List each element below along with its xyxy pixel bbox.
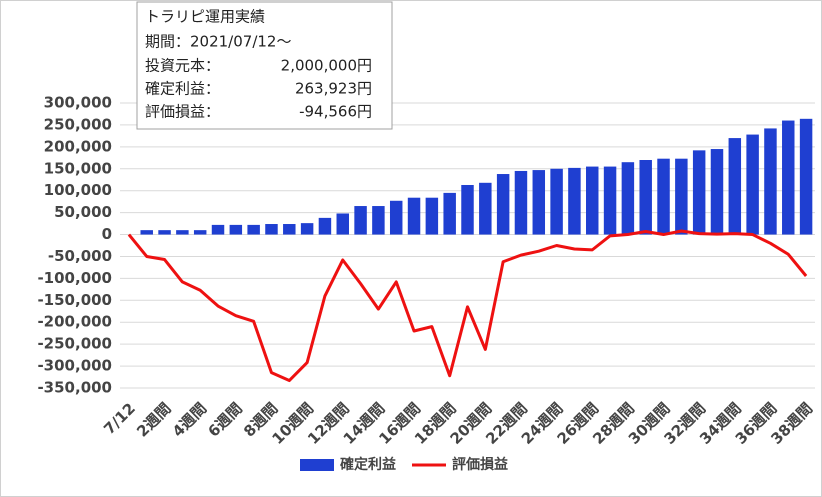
info-title: トラリピ運用実績: [145, 8, 265, 26]
bar: [782, 120, 795, 235]
info-value: -94,566円: [299, 103, 372, 121]
bar: [764, 128, 777, 235]
y-tick-label: 300,000: [44, 94, 112, 112]
info-box-frame: [136, 1, 393, 130]
y-tick-label: 250,000: [44, 115, 112, 133]
info-label: 確定利益：: [145, 80, 220, 98]
bar: [283, 224, 296, 235]
bar: [603, 166, 617, 235]
bar: [247, 224, 260, 235]
bar: [692, 150, 706, 235]
bar: [461, 184, 474, 235]
bar: [425, 197, 439, 235]
info-label: 投資元本：: [145, 57, 220, 75]
info-value: 2,000,000円: [281, 57, 372, 75]
bar: [657, 158, 670, 235]
info-box: トラリピ運用実績 期間：2021/07/12～ 投資元本： 2,000,000円確…: [136, 1, 393, 130]
legend-label: 確定利益: [340, 456, 396, 473]
y-tick-label: -200,000: [37, 313, 112, 331]
bar: [710, 149, 724, 235]
y-tick-label: 100,000: [44, 181, 112, 199]
y-tick-label: 200,000: [44, 137, 112, 155]
info-period: 期間：2021/07/12～: [145, 33, 291, 51]
y-tick-label: -350,000: [37, 379, 112, 397]
bar: [300, 223, 314, 235]
bar: [675, 158, 688, 235]
bar: [568, 167, 581, 235]
bar: [318, 217, 332, 235]
y-tick-label: 150,000: [44, 159, 112, 177]
y-tick-label: 50,000: [54, 203, 112, 221]
info-value: 263,923円: [295, 80, 372, 98]
bar: [354, 206, 367, 235]
bar: [372, 206, 385, 235]
bar: [621, 162, 635, 235]
bar: [639, 160, 652, 235]
bar: [229, 224, 243, 235]
bar: [389, 200, 403, 235]
legend-label: 評価損益: [452, 456, 508, 473]
bar: [532, 170, 546, 235]
line: [127, 229, 808, 383]
bar: [479, 182, 492, 235]
legend-swatch: [300, 459, 334, 471]
info-label: 評価損益：: [145, 103, 220, 121]
bar: [728, 138, 742, 235]
bar: [211, 224, 225, 235]
y-tick-label: -50,000: [48, 247, 112, 265]
bar: [496, 174, 510, 235]
y-tick-label: -300,000: [37, 357, 112, 375]
bar: [193, 230, 207, 235]
bar: [176, 230, 189, 235]
bar: [158, 230, 171, 235]
bar: [265, 224, 278, 235]
y-tick-label: 0: [102, 225, 112, 243]
bar: [586, 166, 599, 235]
bar: [550, 168, 563, 235]
bar: [407, 197, 421, 235]
y-tick-label: -150,000: [37, 291, 112, 309]
bar: [799, 118, 813, 235]
y-tick-label: -100,000: [37, 269, 112, 287]
y-tick-label: -250,000: [37, 335, 112, 353]
bar: [140, 230, 153, 235]
bar: [514, 170, 528, 235]
bar: [443, 192, 456, 235]
bar: [336, 213, 349, 235]
bar: [746, 134, 759, 235]
